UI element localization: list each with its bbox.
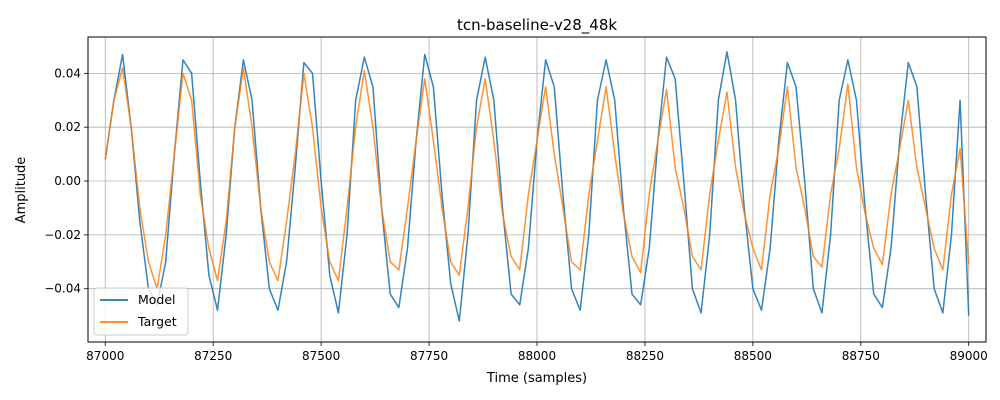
y-tick-label: −0.02 (44, 228, 81, 242)
x-tick-label: 87250 (194, 349, 232, 363)
y-axis-ticks: −0.04 −0.02 0.00 0.02 0.04 (44, 66, 88, 296)
y-axis-label: Amplitude (14, 157, 29, 224)
x-tick-label: 88250 (626, 349, 664, 363)
y-tick-label: 0.04 (54, 66, 81, 80)
y-tick-label: 0.00 (54, 174, 81, 188)
chart-title: tcn-baseline-v28_48k (457, 16, 617, 35)
x-tick-label: 87500 (302, 349, 340, 363)
x-tick-label: 89000 (950, 349, 988, 363)
legend-label-target: Target (137, 314, 177, 329)
legend-label-model: Model (138, 292, 176, 307)
x-tick-label: 87000 (86, 349, 124, 363)
x-tick-label: 88750 (842, 349, 880, 363)
series-line-target (104, 67, 970, 290)
x-tick-label: 87750 (410, 349, 448, 363)
x-tick-label: 88000 (518, 349, 556, 363)
y-tick-label: 0.02 (54, 120, 81, 134)
series-lines (104, 51, 970, 322)
legend: Model Target (93, 287, 189, 336)
x-tick-label: 88500 (734, 349, 772, 363)
x-axis-ticks: 87000 87250 87500 87750 88000 88250 88500 88750… (86, 342, 988, 363)
grid-lines (88, 37, 986, 342)
x-axis-label: Time (samples) (486, 371, 587, 386)
y-tick-label: −0.04 (44, 282, 81, 296)
